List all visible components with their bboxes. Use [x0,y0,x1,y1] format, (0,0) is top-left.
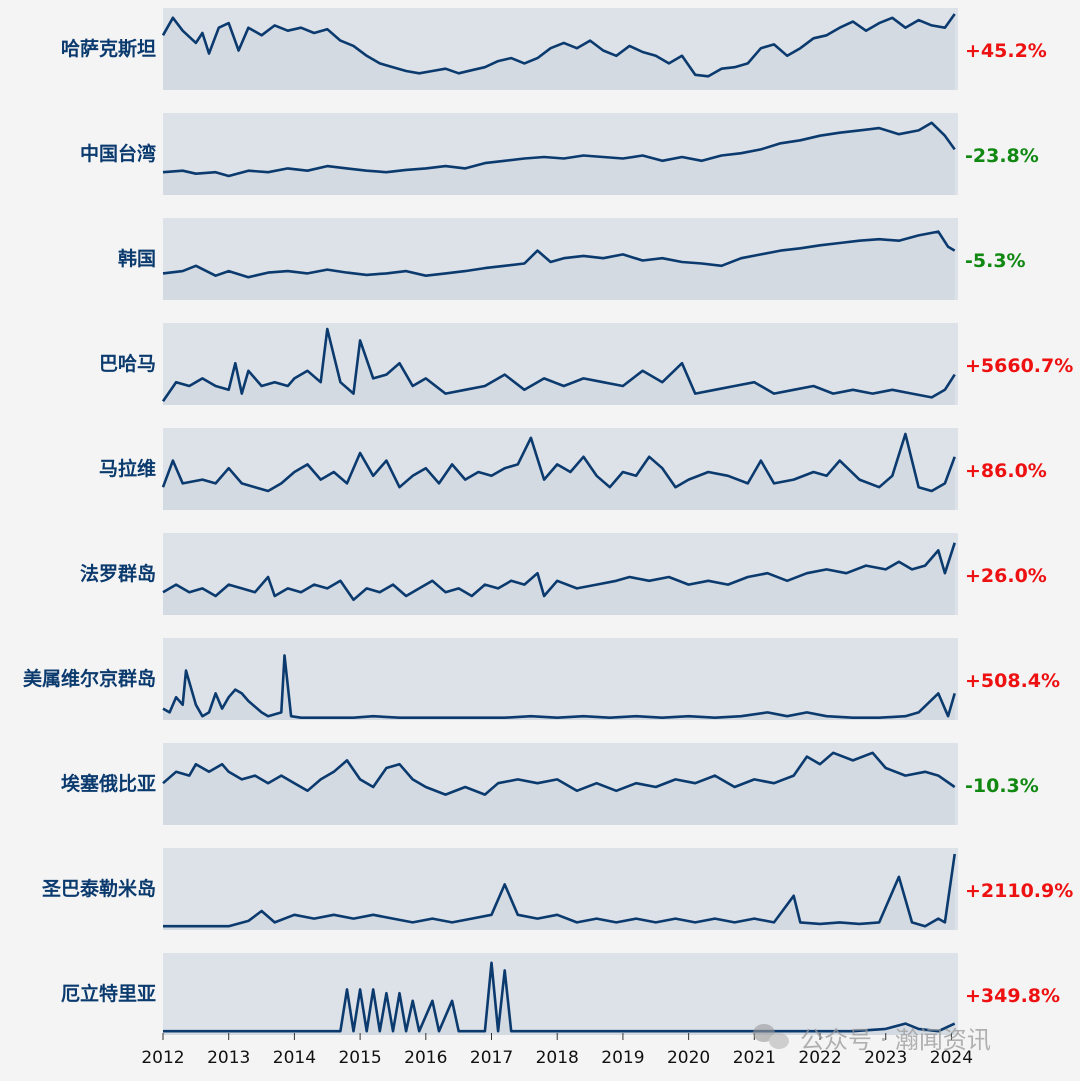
x-tick-label: 2012 [141,1048,184,1068]
panel-background [163,953,958,1035]
series-area [163,434,955,510]
series-line [162,542,956,602]
panel-6: 法罗群岛 +26.0% [80,533,1047,615]
change-label: +5660.7% [965,355,1073,377]
change-label: +508.4% [965,670,1060,692]
series-area [163,231,955,300]
panel-8: 埃塞俄比亚 -10.3% [61,743,1039,825]
panel-background [163,638,958,720]
x-tick-label: 2021 [733,1048,776,1068]
x-tick-label: 2018 [536,1048,579,1068]
x-axis: 2012 2013 2014 2015 2016 2017 2018 2019 2020 2021… [141,1033,973,1068]
change-label: +2110.9% [965,880,1073,902]
series-line [162,654,956,719]
panel-9: 圣巴泰勒米岛 +2110.9% [42,848,1073,930]
country-label: 马拉维 [99,457,156,480]
watermark: 公众号 · 瀚闻资讯 [753,1024,991,1054]
series-area [163,752,955,825]
series-line [162,751,956,796]
x-tick-label: 2017 [470,1048,513,1068]
x-tick-label: 2016 [404,1048,447,1068]
wechat-icon [753,1024,789,1049]
series-area [163,962,955,1035]
x-tick-label: 2014 [273,1048,316,1068]
panel-10: 厄立特里亚 +349.8% [61,953,1060,1035]
x-tick-label: 2015 [338,1048,381,1068]
series-area [163,655,955,720]
country-label: 哈萨克斯坦 [61,37,156,60]
x-tick-label: 2013 [207,1048,250,1068]
panel-4: 巴哈马 +5660.7% [99,323,1073,405]
series-line [161,13,956,78]
x-tick-label: 2024 [930,1048,973,1068]
x-tick-label: 2023 [864,1048,907,1068]
series-line [162,121,956,178]
panel-2: 中国台湾 -23.8% [80,113,1039,195]
country-label: 圣巴泰勒米岛 [42,877,156,900]
country-label: 巴哈马 [99,352,156,375]
watermark-text: 公众号 · 瀚闻资讯 [800,1026,991,1054]
panel-1: 哈萨克斯坦 +45.2% [61,8,1047,90]
country-label: 美属维尔京群岛 [23,667,156,690]
x-tick-label: 2020 [667,1048,710,1068]
chart-panels: 哈萨克斯坦 +45.2% 中国台湾 -23.8% 韩国 -5.3% 巴哈马 +5660.7% 马… [23,8,1073,1035]
x-tick-label: 2022 [798,1048,841,1068]
series-line [163,961,956,1033]
x-tick-label: 2019 [601,1048,644,1068]
country-label: 韩国 [118,247,156,270]
change-label: +349.8% [965,985,1060,1007]
change-label: -5.3% [965,250,1026,272]
series-area [163,14,955,90]
change-label: -10.3% [965,775,1039,797]
panel-7: 美属维尔京群岛 +508.4% [23,638,1060,720]
series-area [163,329,955,405]
change-label: +45.2% [965,40,1047,62]
change-label: +86.0% [965,460,1047,482]
panel-5: 马拉维 +86.0% [99,428,1047,510]
series-line [161,327,956,402]
series-line [161,432,956,493]
country-label: 法罗群岛 [80,562,156,585]
series-line [162,230,956,279]
country-label: 中国台湾 [80,142,156,165]
series-area [163,542,955,615]
change-label: +26.0% [965,565,1047,587]
panel-3: 韩国 -5.3% [118,218,1026,300]
change-label: -23.8% [965,145,1039,167]
country-label: 厄立特里亚 [61,982,156,1005]
series-line [163,853,956,928]
country-label: 埃塞俄比亚 [61,772,156,795]
